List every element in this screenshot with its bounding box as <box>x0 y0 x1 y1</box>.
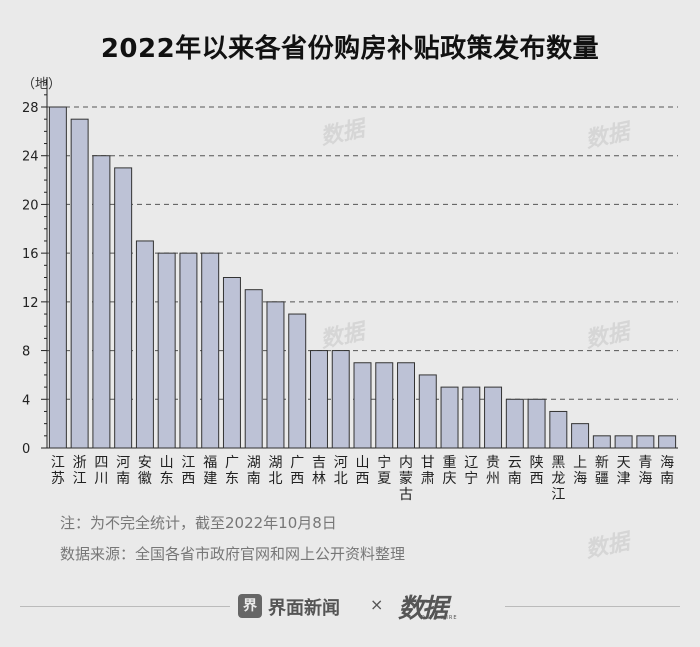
x-tick-label: 吉林 <box>312 455 326 487</box>
x-tick-label: 天津 <box>617 455 631 487</box>
x-tick-label: 河南 <box>116 455 130 487</box>
bar <box>353 362 372 449</box>
bar <box>222 277 241 449</box>
bar <box>614 435 633 449</box>
jiemian-logo-icon: 界 <box>238 594 262 618</box>
bar <box>527 398 546 449</box>
x-tick-label: 江西 <box>181 455 195 487</box>
bar <box>114 167 133 449</box>
x-tick-label: 贵州 <box>486 455 500 487</box>
y-tick-label: 4 <box>22 393 30 408</box>
x-tick-label: 江苏 <box>51 455 65 487</box>
x-tick-label: 新疆 <box>595 455 609 487</box>
y-tick-label: 24 <box>22 150 39 165</box>
x-tick-label: 福建 <box>203 455 217 487</box>
x-tick-label: 青海 <box>638 455 652 487</box>
x-tick-label: 云南 <box>508 455 522 487</box>
footer: 界 界面新闻 × 数据 DATA WIRE <box>0 588 700 624</box>
footer-divider <box>20 606 230 607</box>
bar <box>462 386 481 449</box>
x-tick-label: 湖北 <box>268 455 282 487</box>
bar <box>179 252 198 449</box>
x-tick-label: 辽宁 <box>464 455 478 487</box>
x-tick-label: 海南 <box>660 455 674 487</box>
bar <box>505 398 524 449</box>
bar <box>201 252 220 449</box>
bar <box>70 118 89 449</box>
y-tick-label: 12 <box>22 296 39 311</box>
bar <box>266 301 285 449</box>
x-tick-label: 宁夏 <box>377 454 391 487</box>
datawire-subtitle: DATA WIRE <box>421 615 458 621</box>
bar <box>636 435 655 449</box>
bar <box>549 410 568 449</box>
x-tick-label: 内蒙古 <box>399 455 413 503</box>
x-tick-label: 上海 <box>573 455 587 487</box>
x-tick-label: 广西 <box>290 455 304 487</box>
bar <box>331 350 350 449</box>
bar <box>397 362 416 449</box>
y-axis-unit: （地） <box>22 77 62 92</box>
x-tick-label: 山东 <box>160 455 174 487</box>
footer-divider <box>505 606 680 607</box>
jiemian-brand: 界面新闻 <box>268 598 340 619</box>
x-tick-label: 四川 <box>94 455 108 487</box>
x-tick-label: 浙江 <box>73 455 87 487</box>
x-tick-label: 重庆 <box>443 455 457 487</box>
x-tick-label: 安徽 <box>138 455 152 487</box>
bar <box>48 106 67 449</box>
separator: × <box>370 595 384 614</box>
watermark: 数据 <box>583 529 632 564</box>
bar <box>658 435 677 449</box>
bar <box>484 386 503 449</box>
x-tick-label: 黑龙江 <box>551 455 565 503</box>
bar <box>592 435 611 449</box>
x-tick-label: 广东 <box>225 455 239 487</box>
x-tick-label: 湖南 <box>247 455 261 487</box>
x-tick-label: 甘肃 <box>421 455 435 487</box>
y-tick-label: 0 <box>22 442 30 457</box>
bar <box>571 423 590 449</box>
y-tick-label: 20 <box>22 198 39 213</box>
bar <box>92 155 111 449</box>
bar <box>309 350 328 449</box>
x-tick-label: 山西 <box>356 455 370 487</box>
datawire-logo: 数据 <box>398 594 448 624</box>
chart-note: 注：为不完全统计，截至2022年10月8日 <box>60 514 337 532</box>
bar <box>288 313 307 449</box>
bar <box>440 386 459 449</box>
bar <box>375 362 394 449</box>
bar <box>135 240 154 449</box>
chart-title: 2022年以来各省份购房补贴政策发布数量 <box>100 34 600 64</box>
bar-chart: 0 4 8 12 16 20 24 28 江苏浙江四川河南安徽山东江西福建广东湖南湖北广西吉林河… <box>22 77 678 503</box>
y-tick-label: 16 <box>22 247 39 262</box>
bar <box>157 252 176 449</box>
y-tick-label: 28 <box>22 101 39 116</box>
data-source: 数据来源：全国各省市政府官网和网上公开资料整理 <box>60 545 406 563</box>
bar <box>244 289 263 449</box>
bar <box>418 374 437 449</box>
y-tick-label: 8 <box>22 345 30 360</box>
x-tick-label: 陕西 <box>530 455 544 487</box>
x-tick-label: 河北 <box>334 455 348 487</box>
